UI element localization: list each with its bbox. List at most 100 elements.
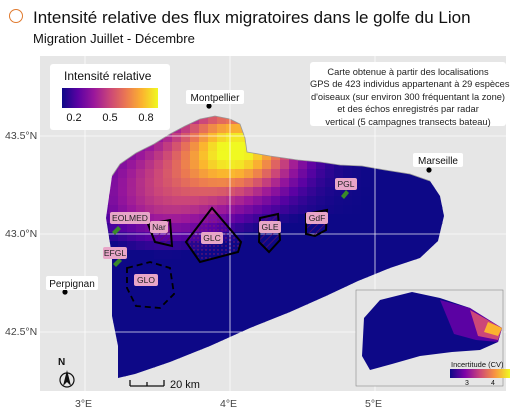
intensity-cell xyxy=(298,259,308,269)
intensity-cell xyxy=(280,277,290,287)
intensity-cell xyxy=(127,169,137,179)
intensity-cell xyxy=(397,169,407,179)
intensity-cell xyxy=(289,232,299,242)
intensity-cell xyxy=(226,160,236,170)
intensity-cell xyxy=(379,259,389,269)
intensity-cell xyxy=(190,169,200,179)
intensity-cell xyxy=(325,250,335,260)
intensity-cell xyxy=(361,187,371,197)
intensity-cell xyxy=(163,277,173,287)
intensity-cell xyxy=(307,196,317,206)
intensity-cell xyxy=(325,241,335,251)
intensity-cell xyxy=(118,340,128,350)
intensity-cell xyxy=(163,259,173,269)
intensity-cell xyxy=(244,313,254,323)
intensity-cell xyxy=(145,250,155,260)
intensity-cell xyxy=(106,214,110,224)
intensity-cell xyxy=(388,214,398,224)
intensity-cell xyxy=(109,286,119,296)
intensity-cell xyxy=(226,196,236,206)
intensity-cell xyxy=(271,169,281,179)
intensity-cell xyxy=(226,169,236,179)
intensity-cell xyxy=(172,151,182,161)
intensity-cell xyxy=(217,286,227,296)
intensity-cell xyxy=(199,286,209,296)
intensity-cell xyxy=(226,268,236,278)
intensity-cell xyxy=(253,223,263,233)
intensity-cell xyxy=(172,196,182,206)
intensity-cell xyxy=(307,178,317,188)
intensity-cell xyxy=(307,169,317,179)
intensity-cell xyxy=(199,133,209,143)
intensity-cell xyxy=(244,196,254,206)
intensity-cell xyxy=(217,151,227,161)
intensity-cell xyxy=(244,151,254,161)
intensity-cell xyxy=(145,358,155,368)
intensity-cell xyxy=(154,178,164,188)
intensity-cell xyxy=(127,331,137,341)
intensity-cell xyxy=(316,205,326,215)
intensity-cell xyxy=(199,178,209,188)
intensity-cell xyxy=(145,142,155,152)
intensity-cell xyxy=(118,169,128,179)
intensity-cell xyxy=(361,241,371,251)
intensity-cell xyxy=(199,322,209,332)
intensity-cell xyxy=(307,160,317,170)
intensity-cell xyxy=(415,205,425,215)
intensity-cell xyxy=(397,241,407,251)
intensity-cell xyxy=(388,187,398,197)
intensity-cell xyxy=(325,223,335,233)
intensity-cell xyxy=(127,178,137,188)
intensity-cell xyxy=(127,259,137,269)
intensity-cell xyxy=(280,196,290,206)
intensity-cell xyxy=(424,187,434,197)
zone-label-pgl: PGL xyxy=(337,179,354,189)
intensity-cell xyxy=(298,268,308,278)
intensity-cell xyxy=(298,277,308,287)
intensity-cell xyxy=(181,151,191,161)
intensity-cell xyxy=(163,268,173,278)
intensity-cell xyxy=(244,250,254,260)
intensity-cell xyxy=(424,214,434,224)
intensity-cell xyxy=(163,286,173,296)
zone-label-nar: Nar xyxy=(152,222,166,232)
intensity-cell xyxy=(262,313,272,323)
x-label-3e: 3°E xyxy=(75,398,93,410)
intensity-cell xyxy=(172,160,182,170)
intensity-cell xyxy=(226,187,236,197)
intensity-cell xyxy=(334,232,344,242)
intensity-cell xyxy=(415,187,425,197)
intensity-cell xyxy=(136,295,146,305)
intensity-cell xyxy=(199,295,209,305)
intensity-cell xyxy=(217,133,227,143)
intensity-cell xyxy=(217,187,227,197)
intensity-cell xyxy=(271,250,281,260)
intensity-cell xyxy=(397,214,407,224)
intensity-cell xyxy=(208,340,218,350)
intensity-cell xyxy=(262,187,272,197)
intensity-cell xyxy=(190,196,200,206)
intensity-cell xyxy=(136,322,146,332)
intensity-cell xyxy=(208,142,218,152)
intensity-cell xyxy=(127,340,137,350)
place-label-marseille: Marseille xyxy=(418,156,458,167)
intensity-cell xyxy=(163,151,173,161)
intensity-cell xyxy=(154,214,164,224)
intensity-cell xyxy=(253,241,263,251)
intensity-cell xyxy=(280,214,290,224)
intensity-cell xyxy=(280,259,290,269)
intensity-cell xyxy=(235,124,245,134)
intensity-cell xyxy=(145,196,155,206)
intensity-cell xyxy=(163,340,173,350)
intensity-cell xyxy=(199,340,209,350)
intensity-cell xyxy=(244,259,254,269)
intensity-cell xyxy=(181,331,191,341)
intensity-cell xyxy=(433,196,443,206)
intensity-cell xyxy=(433,232,443,242)
intensity-cell xyxy=(109,196,119,206)
intensity-cell xyxy=(190,151,200,161)
intensity-cell xyxy=(361,169,371,179)
intensity-cell xyxy=(334,169,344,179)
intensity-cell xyxy=(352,268,362,278)
intensity-cell xyxy=(253,151,263,161)
